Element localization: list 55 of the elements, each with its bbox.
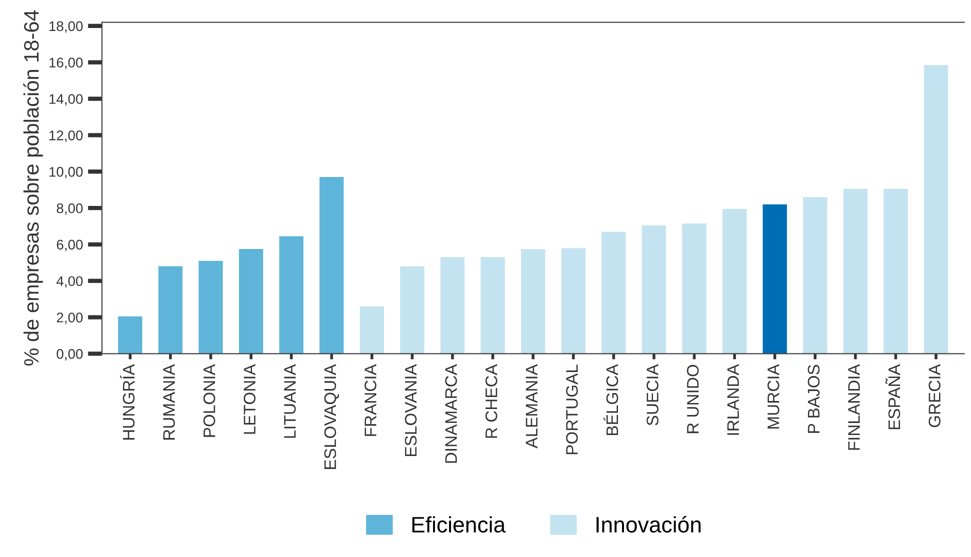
x-tick-label: RUMANIA	[163, 364, 175, 440]
x-tick-label: P BAJOS	[808, 364, 820, 433]
x-tick-label: POLONIA	[203, 364, 216, 437]
bar	[561, 248, 586, 354]
x-tick-label: ESPAÑA	[885, 364, 900, 430]
x-tick-label: HUNGRÍA	[120, 364, 135, 440]
x-tick-label: ESLOVAQUIA	[324, 364, 340, 469]
x-tick-label: GRECIA	[928, 364, 940, 428]
bar	[642, 225, 666, 354]
y-tick-label: 2,00	[56, 312, 83, 324]
legend-label: Innovación	[596, 516, 701, 533]
y-tick-label: 8,00	[56, 203, 83, 215]
bar	[762, 204, 787, 354]
x-tick-label: ALEMANIA	[526, 364, 538, 448]
y-axis-title: % de empresas sobre población 18-64	[23, 10, 43, 366]
bar	[722, 208, 747, 354]
x-tick-label: BÉLGICA	[604, 364, 618, 435]
bar	[320, 177, 344, 354]
y-tick-label: 10,00	[50, 166, 83, 178]
x-tick-label: FRANCIA	[364, 364, 376, 436]
x-tick-label: R UNIDO	[686, 364, 699, 434]
x-tick-label: SUECIA	[646, 364, 658, 426]
y-tick-label: 14,00	[50, 94, 83, 106]
y-tick-label: 0,00	[56, 349, 83, 361]
bar	[118, 316, 142, 354]
x-tick-label: ESLOVANIA	[404, 364, 417, 456]
x-tick-label: LETONIA	[244, 364, 256, 434]
bar	[602, 232, 626, 354]
bar	[238, 248, 264, 354]
x-tick-label: IRLANDA	[727, 364, 739, 435]
bar	[682, 223, 706, 354]
bar	[520, 248, 546, 354]
y-tick-label: 6,00	[56, 240, 83, 252]
y-tick-label: 16,00	[50, 58, 83, 70]
x-tick-label: MURCIA	[768, 364, 780, 428]
bar	[884, 188, 908, 354]
bar	[440, 257, 465, 354]
x-tick-label: FINLANDIA	[848, 364, 860, 450]
bar	[158, 266, 183, 354]
bar	[843, 188, 868, 354]
y-tick-label: 4,00	[56, 276, 83, 288]
bar	[480, 257, 505, 354]
y-tick-label: 18,00	[50, 21, 83, 33]
y-tick-label: 12,00	[50, 130, 83, 142]
bar	[360, 306, 384, 354]
x-tick-label: R CHECA	[485, 364, 498, 438]
bar	[400, 266, 424, 354]
x-tick-label: DINAMARCA	[445, 364, 457, 463]
x-tick-label: PORTUGAL	[566, 364, 578, 454]
bar	[198, 260, 223, 354]
x-tick-label: LITUANIA	[284, 364, 296, 438]
bar	[803, 197, 828, 354]
legend-label: Eficiencia	[412, 516, 506, 533]
bar	[924, 65, 948, 354]
bar	[279, 236, 304, 354]
